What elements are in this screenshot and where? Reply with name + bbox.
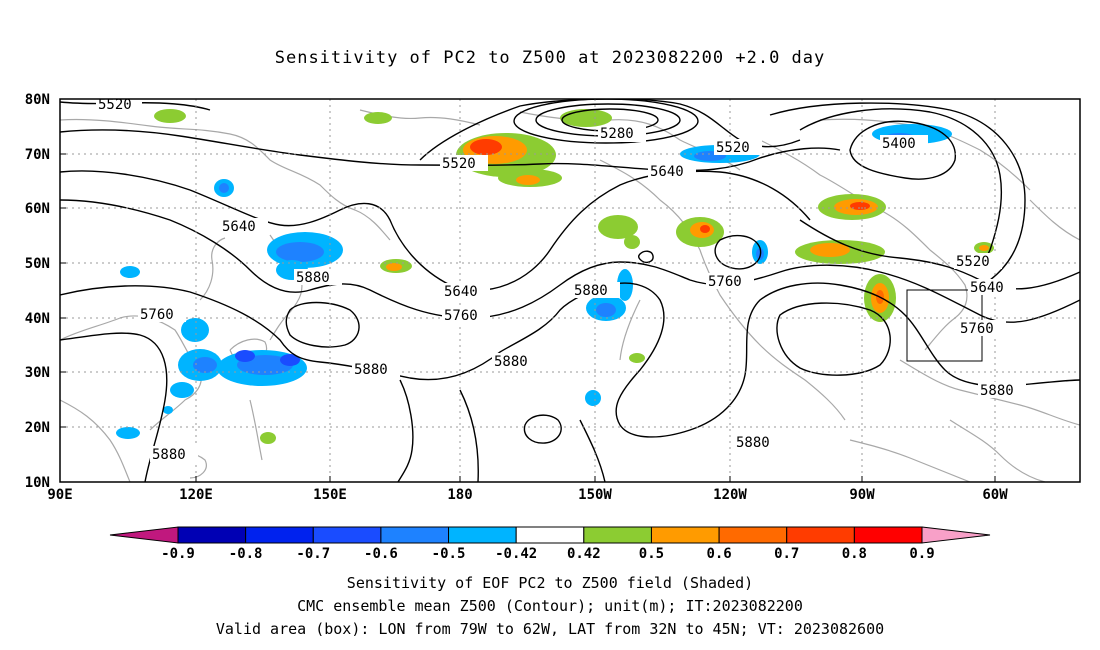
lon-label: 90E [47,487,72,503]
lat-label: 50N [25,256,50,272]
contour-label: 5520 [714,139,762,156]
lon-label: 180 [447,487,472,503]
lon-label: 120W [713,487,747,503]
svg-text:5880: 5880 [736,435,770,451]
lon-label: 90W [849,487,875,503]
colorbar-segment [312,526,382,544]
colorbar-segment [650,526,720,544]
svg-text:5520: 5520 [98,97,132,113]
plot-frame [59,98,1081,483]
colorbar-segment [515,526,585,544]
colorbar-segment [245,526,314,544]
contour-label: 5880 [352,361,400,378]
svg-text:5520: 5520 [442,156,476,172]
svg-text:5640: 5640 [970,280,1004,296]
svg-text:5760: 5760 [708,274,742,290]
colorbar-segment [380,526,450,544]
colorbar-label: -0.7 [296,546,330,562]
lon-label: 60W [982,487,1008,503]
colorbar-high-end [921,526,991,544]
svg-text:5640: 5640 [222,219,256,235]
contour-label: 5640 [442,283,490,300]
z500-contours [60,99,1080,482]
svg-text:5880: 5880 [152,447,186,463]
colorbar-label: -0.6 [364,546,398,562]
caption-contour: CMC ensemble mean Z500 (Contour); unit(m… [297,597,803,615]
colorbar-low-end [109,526,179,544]
contour-label: 5520 [954,253,1002,270]
svg-text:5880: 5880 [296,270,330,286]
contour-label: 5880 [492,353,540,370]
contour-label: 5880 [150,446,198,463]
svg-text:5760: 5760 [140,307,174,323]
colorbar-segment [583,526,652,544]
contour-label: 5400 [880,135,928,152]
lat-label: 80N [25,92,50,108]
lat-label: 60N [25,201,50,217]
colorbar-segment [786,526,855,544]
lat-label: 70N [25,147,50,163]
svg-text:5640: 5640 [444,284,478,300]
tick-marks [60,98,996,483]
lon-label: 150W [578,487,612,503]
colorbar-label: -0.8 [229,546,263,562]
colorbar-label: -0.9 [161,546,195,562]
colorbar-label: 0.42 [567,546,601,562]
contour-label: 5760 [958,320,1006,337]
contour-label: 5640 [968,279,1016,296]
lat-label: 20N [25,420,50,436]
colorbar: -0.9 -0.8 -0.7 -0.6 -0.5 -0.42 0.42 0.5 0.6 0.7 0.… [109,526,991,562]
colorbar-label: 0.7 [774,546,799,562]
contour-label: 5760 [706,273,754,290]
svg-text:5280: 5280 [600,126,634,142]
caption-shading: Sensitivity of EOF PC2 to Z500 field (Sh… [346,574,754,592]
caption-valid-area: Valid area (box): LON from 79W to 62W, L… [215,620,885,638]
lat-labels: 80N 70N 60N 50N 40N 30N 20N 10N [25,92,50,491]
contour-label: 5880 [978,382,1026,399]
lat-lon-grid [60,99,1080,482]
colorbar-segment [448,526,517,544]
svg-text:5520: 5520 [716,140,750,156]
svg-text:5880: 5880 [494,354,528,370]
contour-labels: 5520 5280 5520 5520 5400 5640 [96,97,1026,463]
colorbar-segment [853,526,923,544]
contour-label: 5280 [598,126,646,142]
colorbar-label: 0.8 [842,546,867,562]
svg-text:5880: 5880 [354,362,388,378]
colorbar-label: 0.9 [909,546,934,562]
lon-label: 150E [313,487,347,503]
contour-label: 5640 [220,218,268,235]
svg-text:5880: 5880 [980,383,1014,399]
lat-label: 10N [25,475,50,491]
svg-text:5760: 5760 [444,308,478,324]
svg-text:5760: 5760 [960,321,994,337]
colorbar-segment [718,526,788,544]
svg-text:5520: 5520 [956,254,990,270]
colorbar-label: 0.5 [639,546,664,562]
lat-label: 40N [25,311,50,327]
contour-label: 5520 [96,97,142,113]
svg-text:5400: 5400 [882,136,916,152]
contour-label: 5880 [734,434,782,451]
colorbar-segment [177,526,247,544]
contour-label: 5520 [440,155,488,172]
lat-label: 30N [25,365,50,381]
contour-label: 5760 [138,306,186,323]
svg-text:5640: 5640 [650,164,684,180]
colorbar-label: 0.6 [706,546,731,562]
contour-label: 5880 [294,269,342,286]
contour-label: 5640 [648,163,696,180]
colorbar-label: -0.5 [432,546,466,562]
map-title: Sensitivity of PC2 to Z500 at 2023082200… [274,48,826,68]
lon-labels: 90E 120E 150E 180 150W 120W 90W 60W [47,487,1008,503]
lon-label: 120E [179,487,213,503]
contour-label: 5880 [572,282,620,299]
colorbar-label: -0.42 [495,546,537,562]
svg-text:5880: 5880 [574,283,608,299]
contour-label: 5760 [442,307,490,324]
